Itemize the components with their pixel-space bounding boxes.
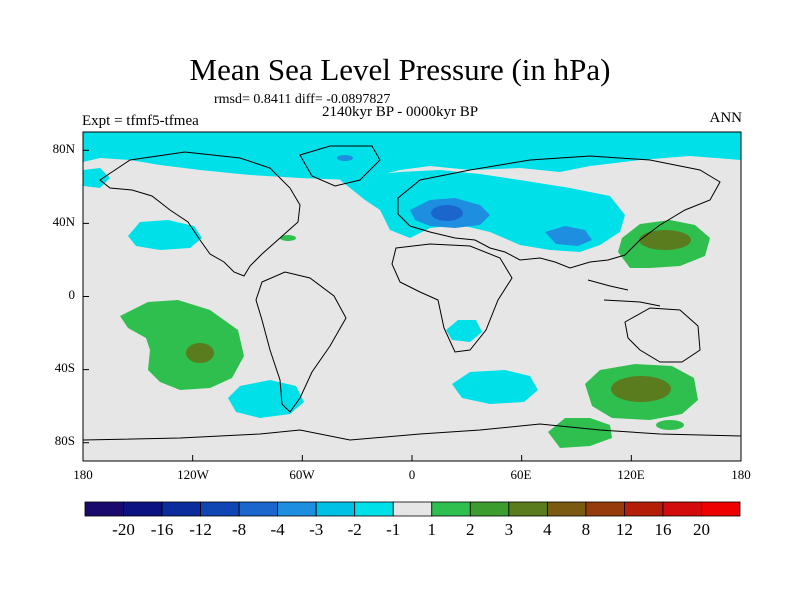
colorbar-swatch bbox=[315, 501, 356, 517]
colorbar-label: 2 bbox=[466, 520, 475, 539]
colorbar-swatch bbox=[238, 501, 279, 517]
colorbar-swatch bbox=[123, 501, 163, 517]
greenland-coast bbox=[299, 145, 381, 187]
lat-tick-label: 40N bbox=[52, 214, 75, 229]
north-pacific-negative bbox=[128, 220, 202, 250]
australia-coast bbox=[624, 307, 701, 363]
season-label: ANN bbox=[709, 110, 743, 126]
southern-indian-negative bbox=[452, 370, 538, 404]
time-period: 2140kyr BP - 0000kyr BP bbox=[322, 104, 479, 120]
colorbar-swatch bbox=[546, 501, 587, 517]
colorbar-label: 4 bbox=[543, 520, 552, 539]
coastlines bbox=[83, 145, 741, 441]
colorbar-label: -3 bbox=[309, 520, 324, 539]
colorbar-swatch bbox=[392, 501, 433, 517]
lat-tick-label: 0 bbox=[68, 287, 76, 302]
lat-tick-label: 80N bbox=[52, 141, 75, 156]
colorbar-swatch bbox=[508, 501, 548, 517]
colorbar-label: -2 bbox=[347, 520, 362, 539]
antarctica-coast bbox=[83, 423, 741, 441]
colorbar-label: 16 bbox=[654, 520, 672, 539]
antarctic-positive-east bbox=[656, 420, 684, 430]
arctic-small-negative bbox=[337, 155, 353, 161]
lon-tick-label: 60E bbox=[510, 467, 532, 482]
lon-tick-label: 120E bbox=[617, 467, 645, 482]
lat-tick-label: 40S bbox=[54, 360, 75, 375]
lon-tick-label: 60W bbox=[289, 467, 315, 482]
colorbar-label: -8 bbox=[232, 520, 247, 539]
chart-title: Mean Sea Level Pressure (in hPa) bbox=[189, 52, 611, 87]
colorbar bbox=[84, 501, 741, 517]
colorbar-label: -4 bbox=[270, 520, 285, 539]
lon-tick-label: 0 bbox=[408, 467, 416, 482]
indonesia-coast bbox=[587, 279, 661, 307]
lon-tick-label: 120W bbox=[177, 467, 209, 482]
colorbar-swatch bbox=[701, 501, 741, 517]
colorbar-label: 1 bbox=[427, 520, 437, 539]
colorbar-swatch bbox=[469, 501, 510, 517]
colorbar-label: -20 bbox=[112, 520, 135, 539]
colorbar-swatch bbox=[662, 501, 702, 517]
colorbar-swatch bbox=[277, 501, 317, 517]
lat-tick-label: 80S bbox=[54, 433, 75, 448]
colorbar-label: 8 bbox=[581, 520, 591, 539]
atlantic-small-positive bbox=[280, 235, 296, 241]
arctic-negative-region bbox=[83, 132, 741, 180]
colorbar-label: 3 bbox=[504, 520, 514, 539]
antarctic-positive bbox=[548, 418, 612, 448]
map-field bbox=[83, 132, 741, 461]
rmsd-diff-stats: rmsd= 0.8411 diff= -0.0897827 bbox=[214, 92, 391, 107]
colorbar-label: 12 bbox=[615, 520, 633, 539]
colorbar-swatch bbox=[585, 501, 625, 517]
europe-core-negative bbox=[431, 205, 463, 221]
lon-tick-label: 180 bbox=[73, 467, 93, 482]
colorbar-label: -1 bbox=[386, 520, 401, 539]
experiment-label: Expt = tfmf5-tfmea bbox=[82, 113, 199, 129]
africa-coast bbox=[391, 243, 513, 353]
tibet-negative bbox=[545, 226, 592, 246]
mozambique-negative bbox=[446, 320, 482, 342]
colorbar-swatch bbox=[431, 501, 471, 517]
south-indian-core bbox=[611, 376, 671, 402]
colorbar-label: 20 bbox=[692, 520, 710, 539]
colorbar-swatch bbox=[84, 501, 124, 517]
colorbar-swatch bbox=[161, 501, 201, 517]
south-america-coast bbox=[255, 271, 347, 413]
colorbar-swatch bbox=[624, 501, 664, 517]
axis-ticks bbox=[82, 149, 742, 461]
colorbar-label: -16 bbox=[150, 520, 174, 539]
northwest-pacific-core bbox=[639, 230, 691, 250]
eurasia-coast bbox=[397, 155, 721, 269]
colorbar-swatch bbox=[200, 501, 240, 517]
southeast-pacific-positive bbox=[120, 300, 244, 390]
lon-tick-label: 180 bbox=[731, 467, 751, 482]
southeast-pacific-core bbox=[186, 343, 214, 363]
south-atlantic-negative bbox=[228, 380, 304, 418]
north-america-coast bbox=[99, 151, 301, 277]
colorbar-label: -12 bbox=[189, 520, 212, 539]
colorbar-swatch bbox=[354, 501, 394, 517]
